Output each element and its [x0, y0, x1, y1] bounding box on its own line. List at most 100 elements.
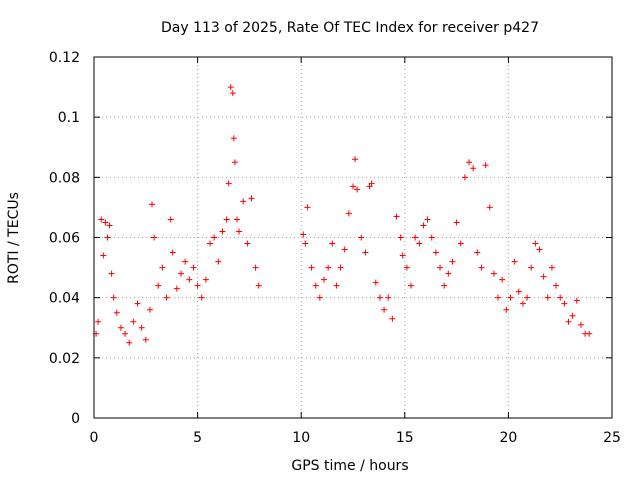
data-point: [511, 258, 518, 265]
data-point: [548, 264, 555, 271]
data-point: [366, 183, 373, 190]
data-point: [325, 264, 332, 271]
data-point: [393, 213, 400, 220]
data-point: [573, 297, 580, 304]
data-point: [202, 276, 209, 283]
x-tick-label: 0: [90, 430, 99, 446]
data-point: [100, 252, 107, 259]
data-point: [362, 249, 369, 256]
data-point: [432, 249, 439, 256]
data-point: [219, 228, 226, 235]
data-point: [524, 294, 531, 301]
data-point: [142, 336, 149, 343]
data-point: [416, 240, 423, 247]
data-point: [117, 324, 124, 331]
data-point: [420, 222, 427, 229]
y-tick-label: 0.02: [49, 351, 80, 367]
data-point: [341, 246, 348, 253]
data-point: [381, 306, 388, 313]
data-point: [248, 195, 255, 202]
data-point: [399, 252, 406, 259]
data-point: [470, 165, 477, 172]
data-point: [499, 276, 506, 283]
data-point: [385, 294, 392, 301]
data-point: [255, 282, 262, 289]
x-tick-label: 5: [193, 430, 202, 446]
y-tick-label: 0: [71, 411, 80, 427]
chart-title: Day 113 of 2025, Rate Of TEC Index for r…: [161, 20, 539, 36]
data-point: [569, 312, 576, 319]
data-point: [227, 84, 234, 91]
x-axis-label: GPS time / hours: [291, 458, 408, 474]
data-point: [113, 309, 120, 316]
data-point: [102, 219, 109, 226]
data-point: [194, 282, 201, 289]
data-point: [163, 294, 170, 301]
data-point: [329, 240, 336, 247]
data-point: [173, 285, 180, 292]
data-point: [138, 324, 145, 331]
data-point: [333, 282, 340, 289]
data-point: [240, 198, 247, 205]
data-point: [358, 234, 365, 241]
data-point: [312, 282, 319, 289]
data-point: [376, 294, 383, 301]
data-point: [225, 180, 232, 187]
data-point: [561, 300, 568, 307]
data-point: [229, 90, 236, 97]
y-tick-label: 0.06: [49, 231, 80, 247]
data-point: [478, 264, 485, 271]
data-point: [544, 294, 551, 301]
y-tick-label: 0.1: [58, 110, 80, 126]
data-point: [178, 270, 185, 277]
data-point: [536, 246, 543, 253]
x-tick-label: 15: [396, 430, 414, 446]
data-point: [445, 270, 452, 277]
data-point: [233, 216, 240, 223]
data-point: [223, 216, 230, 223]
scatter-points: [93, 84, 593, 346]
data-point: [231, 159, 238, 166]
data-point: [503, 306, 510, 313]
axis-ticks: 0 5 10 15 20 25 0 0.02 0.04 0.06 0.08 0.1 0.12: [49, 50, 621, 446]
data-point: [155, 282, 162, 289]
data-point: [557, 294, 564, 301]
data-point: [308, 264, 315, 271]
data-point: [182, 258, 189, 265]
y-axis-label: ROTI / TECUs: [6, 192, 22, 284]
data-point: [104, 234, 111, 241]
data-point: [211, 234, 218, 241]
x-tick-label: 20: [499, 430, 517, 446]
data-point: [126, 339, 133, 346]
data-point: [169, 249, 176, 256]
data-point: [486, 204, 493, 211]
data-point: [236, 228, 243, 235]
data-point: [372, 279, 379, 286]
data-point: [122, 330, 129, 337]
data-point: [453, 219, 460, 226]
data-point: [134, 300, 141, 307]
data-point: [495, 294, 502, 301]
data-point: [352, 156, 359, 163]
data-point: [466, 159, 473, 166]
data-point: [337, 264, 344, 271]
grid-lines: [94, 57, 612, 418]
data-point: [553, 282, 560, 289]
data-point: [403, 264, 410, 271]
data-point: [586, 330, 593, 337]
y-tick-label: 0.08: [49, 170, 80, 186]
data-point: [428, 234, 435, 241]
data-point: [244, 240, 251, 247]
data-point: [108, 270, 115, 277]
data-point: [461, 174, 468, 181]
data-point: [368, 180, 375, 187]
data-point: [146, 306, 153, 313]
data-point: [482, 162, 489, 169]
data-point: [215, 258, 222, 265]
x-tick-label: 25: [603, 430, 621, 446]
data-point: [412, 234, 419, 241]
data-point: [437, 264, 444, 271]
data-point: [540, 273, 547, 280]
data-point: [528, 264, 535, 271]
